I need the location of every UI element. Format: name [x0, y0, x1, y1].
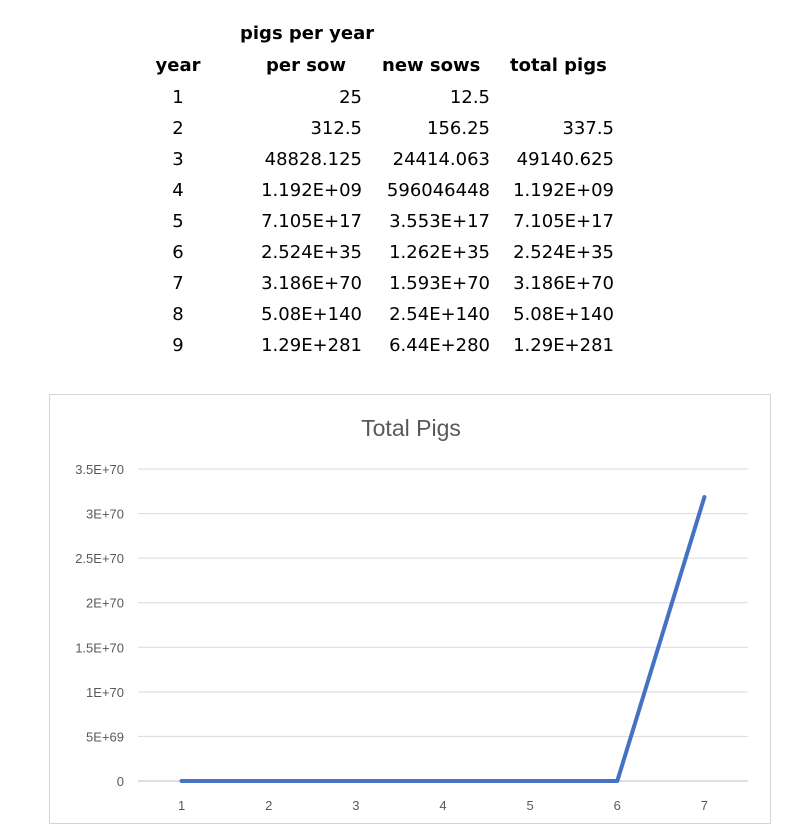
y-tick-label: 3.5E+70 — [75, 462, 124, 477]
cell-total-pigs: 2.524E+35 — [513, 242, 614, 263]
cell-new-sows: 2.54E+140 — [389, 304, 490, 325]
header-pigs-per-year: pigs per year — [240, 23, 375, 44]
y-tick-label: 0 — [117, 774, 124, 789]
cell-year: 2 — [172, 118, 184, 139]
series-line — [179, 494, 707, 783]
cell-year: 8 — [172, 304, 184, 325]
cell-per-sow: 1.29E+281 — [261, 335, 362, 356]
header-year: year — [155, 55, 201, 76]
x-tick-label: 7 — [701, 798, 708, 813]
y-tick-label: 1E+70 — [86, 685, 124, 700]
y-tick-label: 1.5E+70 — [75, 640, 124, 655]
cell-per-sow: 5.08E+140 — [261, 304, 362, 325]
cell-new-sows: 6.44E+280 — [389, 335, 490, 356]
line-chart: Total Pigs 0 5E+69 1E+70 1.5E+70 2E+70 2.5E+7… — [75, 415, 748, 813]
cell-total-pigs: 49140.625 — [516, 149, 614, 170]
chart-frame: Total Pigs 0 5E+69 1E+70 1.5E+70 2E+70 2.5E+7… — [49, 394, 771, 824]
cell-total-pigs: 337.5 — [562, 118, 614, 139]
cell-total-pigs: 1.192E+09 — [513, 180, 614, 201]
cell-new-sows: 12.5 — [449, 87, 490, 108]
y-tick-label: 2E+70 — [86, 596, 124, 611]
cell-total-pigs: 7.105E+17 — [513, 211, 614, 232]
cell-per-sow: 48828.125 — [264, 149, 362, 170]
cell-year: 9 — [172, 335, 184, 356]
cell-new-sows: 1.262E+35 — [389, 242, 490, 263]
cell-total-pigs: 3.186E+70 — [513, 273, 614, 294]
cell-year: 4 — [172, 180, 184, 201]
x-tick-label: 5 — [527, 798, 534, 813]
cell-year: 1 — [172, 87, 184, 108]
cell-year: 5 — [172, 211, 184, 232]
cell-per-sow: 1.192E+09 — [261, 180, 362, 201]
cell-per-sow: 312.5 — [310, 118, 362, 139]
x-tick-label: 2 — [265, 798, 272, 813]
cell-new-sows: 24414.063 — [392, 149, 490, 170]
cell-new-sows: 156.25 — [427, 118, 490, 139]
x-tick-label: 3 — [352, 798, 359, 813]
cell-year: 7 — [172, 273, 184, 294]
header-per-sow: per sow — [266, 55, 346, 76]
cell-new-sows: 1.593E+70 — [389, 273, 490, 294]
cell-year: 3 — [172, 149, 184, 170]
x-tick-label: 1 — [178, 798, 185, 813]
cell-per-sow: 3.186E+70 — [261, 273, 362, 294]
cell-total-pigs: 5.08E+140 — [513, 304, 614, 325]
cell-per-sow: 25 — [339, 87, 362, 108]
header-total-pigs: total pigs — [510, 55, 607, 76]
y-tick-label: 3E+70 — [86, 507, 124, 522]
cell-total-pigs: 1.29E+281 — [513, 335, 614, 356]
y-tick-label: 2.5E+70 — [75, 551, 124, 566]
data-table: pigs per year year per sow new sows tota… — [0, 0, 796, 380]
cell-year: 6 — [172, 242, 184, 263]
cell-new-sows: 596046448 — [386, 180, 490, 201]
chart-title: Total Pigs — [361, 415, 461, 441]
header-new-sows: new sows — [382, 55, 481, 76]
y-tick-label: 5E+69 — [86, 729, 124, 744]
cell-per-sow: 2.524E+35 — [261, 242, 362, 263]
cell-new-sows: 3.553E+17 — [389, 211, 490, 232]
cell-per-sow: 7.105E+17 — [261, 211, 362, 232]
x-tick-label: 6 — [614, 798, 621, 813]
x-tick-label: 4 — [439, 798, 446, 813]
